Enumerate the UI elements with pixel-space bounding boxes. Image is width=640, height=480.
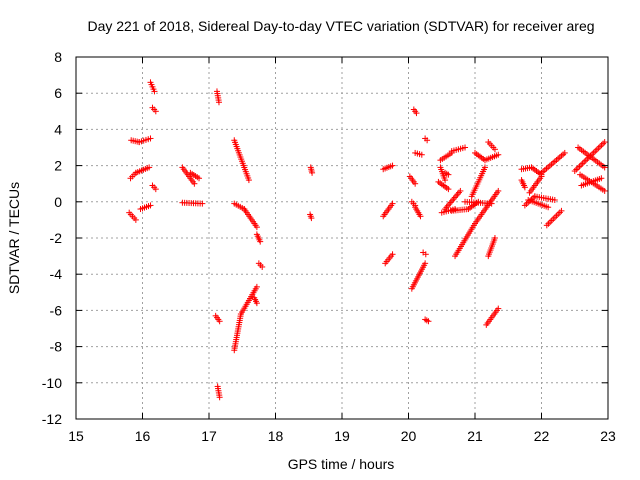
data-point: [598, 175, 605, 182]
data-point: [579, 160, 586, 167]
chart-title: Day 221 of 2018, Sidereal Day-to-day VTE…: [87, 18, 594, 34]
y-tick-label: -10: [42, 375, 62, 391]
y-axis-label: SDTVAR / TECUs: [6, 182, 22, 294]
grid: [76, 57, 608, 419]
data-point: [309, 169, 316, 176]
x-tick-label: 19: [334, 428, 350, 444]
data-point: [253, 283, 260, 290]
data-point: [574, 164, 581, 171]
data-point: [576, 163, 583, 170]
data-point: [445, 171, 452, 178]
data-point: [551, 196, 558, 203]
x-tick-label: 20: [401, 428, 417, 444]
data-point: [424, 137, 431, 144]
x-tick-label: 15: [68, 428, 84, 444]
data-point: [413, 110, 420, 117]
data-point: [422, 251, 429, 258]
x-axis-label: GPS time / hours: [288, 456, 395, 472]
data-point: [253, 224, 260, 231]
y-tick-label: -12: [42, 411, 62, 427]
data-point: [245, 177, 252, 184]
data-point: [425, 318, 432, 325]
data-point: [199, 200, 206, 207]
data-point: [488, 200, 495, 207]
x-tick-label: 21: [467, 428, 483, 444]
data-point: [151, 88, 158, 95]
y-tick-label: 2: [54, 158, 62, 174]
data-point: [491, 235, 498, 241]
y-tick-label: 0: [54, 194, 62, 210]
data-point: [545, 204, 552, 211]
data-point: [257, 238, 264, 245]
data-point: [521, 184, 528, 191]
data-point: [600, 140, 607, 147]
x-tick-label: 16: [135, 428, 151, 444]
data-point: [598, 142, 605, 149]
data-point: [571, 168, 578, 175]
data-point: [418, 151, 425, 158]
data-point: [389, 162, 396, 169]
data-point: [595, 145, 602, 152]
data-point: [389, 251, 396, 258]
data-point: [132, 216, 139, 223]
data-point: [253, 300, 260, 307]
x-tick-label: 18: [268, 428, 284, 444]
data-point: [462, 144, 469, 151]
data-point: [412, 180, 419, 187]
data-point: [457, 187, 464, 194]
x-tick-label: 22: [534, 428, 550, 444]
y-tick-label: 6: [54, 85, 62, 101]
axis-ticks: 15 16 17 18 19 20 21 22 23 -12 -10 -8 -6 -4 -2 0 2 4 6 8: [42, 49, 616, 444]
y-tick-label: -8: [50, 339, 63, 355]
data-point: [259, 263, 266, 270]
data-point: [491, 146, 498, 153]
data-point: [152, 186, 159, 193]
y-tick-label: 4: [54, 121, 62, 137]
data-point: [422, 260, 429, 267]
data-point: [147, 202, 154, 209]
data-point: [596, 143, 603, 150]
data-point: [308, 215, 315, 222]
data-point: [146, 164, 153, 171]
data-point: [601, 187, 608, 194]
data-point: [445, 186, 452, 193]
data-point: [581, 158, 588, 165]
data-point: [389, 200, 396, 207]
data-point: [191, 180, 198, 187]
data-point: [147, 135, 154, 142]
data-point: [481, 164, 488, 171]
data-point: [582, 157, 589, 164]
data-point: [152, 108, 159, 115]
data-point: [215, 99, 222, 106]
data-point: [495, 187, 502, 194]
data-point: [590, 149, 597, 156]
y-tick-label: -6: [50, 302, 63, 318]
x-tick-label: 17: [201, 428, 217, 444]
data-point: [495, 305, 502, 312]
y-tick-label: -4: [50, 266, 63, 282]
data-point: [592, 148, 599, 155]
data-point: [578, 161, 585, 168]
data-point: [573, 166, 580, 173]
data-point: [196, 175, 203, 182]
data-point: [601, 139, 608, 146]
data-point: [216, 318, 223, 325]
data-point: [558, 207, 565, 214]
data-point: [593, 146, 600, 153]
y-tick-label: -2: [50, 230, 63, 246]
data-point: [495, 151, 502, 158]
data-point: [442, 177, 449, 184]
y-tick-label: 8: [54, 49, 62, 65]
x-tick-label: 23: [600, 428, 616, 444]
data-points: [126, 79, 608, 401]
data-point: [561, 149, 568, 156]
data-point: [216, 394, 223, 401]
data-point: [417, 213, 424, 220]
